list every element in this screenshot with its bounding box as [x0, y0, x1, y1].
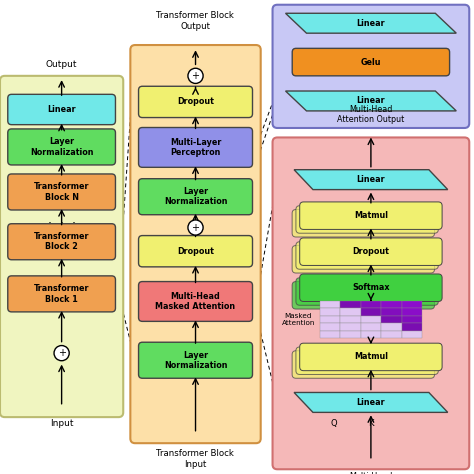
Bar [361, 308, 381, 316]
Bar [340, 323, 361, 331]
FancyBboxPatch shape [296, 347, 438, 374]
Text: Linear: Linear [356, 398, 385, 407]
Polygon shape [294, 170, 448, 190]
Bar [361, 331, 381, 338]
FancyBboxPatch shape [296, 278, 438, 305]
Text: Output: Output [46, 60, 77, 69]
Bar [319, 323, 340, 331]
Bar [401, 301, 422, 308]
Text: Masked
Attention: Masked Attention [282, 313, 315, 326]
FancyBboxPatch shape [292, 282, 435, 309]
FancyBboxPatch shape [138, 236, 253, 267]
Text: +: + [58, 348, 65, 358]
Bar [361, 323, 381, 331]
Bar [319, 308, 340, 316]
FancyBboxPatch shape [273, 137, 469, 469]
FancyBboxPatch shape [8, 174, 116, 210]
FancyBboxPatch shape [138, 128, 253, 167]
Text: Matmul: Matmul [354, 353, 388, 361]
Bar [381, 331, 401, 338]
Text: Q: Q [330, 419, 337, 428]
FancyBboxPatch shape [296, 206, 438, 233]
FancyBboxPatch shape [8, 224, 116, 260]
Polygon shape [285, 91, 456, 111]
Circle shape [188, 68, 203, 83]
Text: K: K [368, 419, 374, 428]
FancyBboxPatch shape [292, 246, 435, 273]
Polygon shape [285, 13, 456, 33]
FancyBboxPatch shape [300, 274, 442, 301]
FancyBboxPatch shape [138, 86, 253, 118]
FancyBboxPatch shape [296, 242, 438, 269]
FancyBboxPatch shape [138, 282, 253, 321]
Bar [319, 301, 340, 308]
Bar [361, 301, 381, 308]
FancyBboxPatch shape [138, 179, 253, 215]
Text: Dropout: Dropout [177, 98, 214, 106]
Text: Linear: Linear [47, 105, 76, 114]
Text: Transformer
Block 2: Transformer Block 2 [34, 232, 90, 251]
FancyBboxPatch shape [8, 94, 116, 125]
Text: Layer
Normalization: Layer Normalization [164, 187, 227, 206]
Text: Linear: Linear [356, 97, 385, 105]
FancyBboxPatch shape [8, 129, 116, 165]
Text: Multi-Head
Attention Output: Multi-Head Attention Output [337, 105, 404, 124]
Text: ·  ·  ·: · · · [47, 217, 76, 230]
Text: Multi-Layer
Perceptron: Multi-Layer Perceptron [170, 138, 221, 157]
Text: Dropout: Dropout [353, 247, 389, 256]
Text: Linear: Linear [356, 175, 385, 184]
Text: +: + [191, 222, 200, 233]
Bar [401, 323, 422, 331]
FancyBboxPatch shape [130, 45, 261, 443]
Bar [381, 308, 401, 316]
Text: Gelu: Gelu [361, 58, 381, 66]
Bar [319, 331, 340, 338]
FancyBboxPatch shape [300, 202, 442, 229]
Polygon shape [294, 392, 448, 412]
Text: Input: Input [50, 419, 73, 428]
FancyBboxPatch shape [138, 342, 253, 378]
Text: Transformer Block
Output: Transformer Block Output [156, 11, 234, 31]
FancyBboxPatch shape [300, 238, 442, 265]
Bar [401, 316, 422, 323]
Circle shape [188, 220, 203, 235]
Text: Layer
Normalization: Layer Normalization [30, 137, 93, 156]
FancyBboxPatch shape [292, 351, 435, 378]
Circle shape [54, 346, 69, 361]
Text: Transformer
Block 1: Transformer Block 1 [34, 284, 90, 303]
Bar [381, 323, 401, 331]
Text: Multi-Head
Attention Input: Multi-Head Attention Input [341, 472, 401, 474]
FancyBboxPatch shape [300, 343, 442, 371]
FancyBboxPatch shape [0, 76, 123, 417]
Bar [401, 308, 422, 316]
Bar [381, 316, 401, 323]
Bar [340, 308, 361, 316]
FancyBboxPatch shape [8, 276, 116, 312]
Text: Transformer Block
Input: Transformer Block Input [156, 449, 234, 469]
Text: Layer
Normalization: Layer Normalization [164, 351, 227, 370]
Bar [340, 331, 361, 338]
Text: +: + [191, 71, 200, 81]
Text: Transformer
Block N: Transformer Block N [34, 182, 90, 201]
Bar [381, 301, 401, 308]
Bar [340, 316, 361, 323]
Text: Matmul: Matmul [354, 211, 388, 220]
FancyBboxPatch shape [292, 210, 435, 237]
Bar [361, 316, 381, 323]
Text: Multi-Head
Masked Attention: Multi-Head Masked Attention [155, 292, 236, 311]
Bar [319, 316, 340, 323]
Text: Softmax: Softmax [352, 283, 390, 292]
FancyBboxPatch shape [273, 5, 469, 128]
Text: Linear: Linear [356, 19, 385, 27]
Bar [340, 301, 361, 308]
Bar [401, 331, 422, 338]
FancyBboxPatch shape [292, 48, 449, 76]
Text: Dropout: Dropout [177, 247, 214, 255]
